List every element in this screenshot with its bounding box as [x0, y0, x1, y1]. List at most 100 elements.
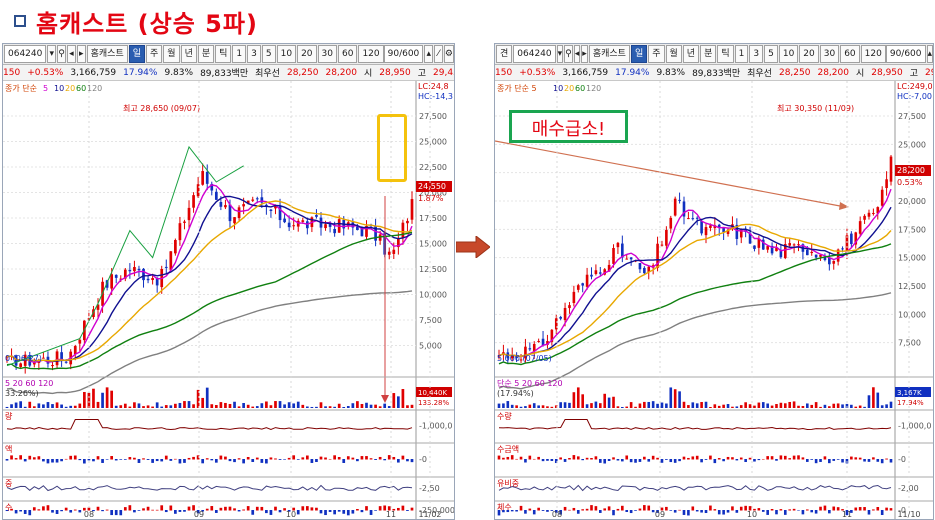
right-volume-tag-bg	[895, 387, 931, 397]
right-ma20-line	[498, 223, 892, 358]
left-flow-bar	[196, 510, 200, 514]
left-tools-icon[interactable]: ⁄	[434, 45, 443, 63]
left-flow-bar	[383, 459, 387, 461]
left-period-tab-1[interactable]: 1	[232, 45, 247, 63]
right-volume-bar	[867, 395, 871, 408]
right-flow-bar	[841, 509, 844, 511]
right-flow-bar	[647, 505, 651, 511]
left-period-tab-월[interactable]: 월	[163, 45, 180, 63]
left-candle-body	[274, 206, 277, 209]
left-period-tab-틱[interactable]: 틱	[215, 45, 232, 63]
left-ma20-line	[6, 200, 413, 362]
left-volume-bar	[324, 406, 327, 408]
right-search-icon[interactable]: ⚲	[564, 45, 573, 63]
left-volume-bar	[23, 406, 27, 408]
right-period-tab-주[interactable]: 주	[648, 45, 665, 63]
left-flow-bar	[324, 510, 327, 516]
left-y-tick-label: 12,500	[419, 265, 447, 274]
left-candle-body	[401, 222, 405, 238]
right-period-tab-월[interactable]: 월	[665, 45, 682, 63]
right-quote-value: 최우선	[747, 69, 772, 79]
left-flow-bar	[87, 507, 91, 511]
right-period-tab-일[interactable]: 일	[630, 45, 648, 63]
right-flow-bar	[704, 459, 708, 460]
right-dropdown-icon[interactable]: ▾	[556, 45, 564, 63]
right-count-field[interactable]: 90/600	[885, 45, 926, 63]
right-period-tab-5[interactable]: 5	[764, 45, 778, 63]
left-period-tab-120[interactable]: 120	[358, 45, 384, 63]
right-flow-bar	[585, 457, 589, 460]
right-volume-bar	[700, 401, 703, 408]
left-period-tab-주[interactable]: 주	[146, 45, 163, 63]
right-flow-bar	[559, 457, 562, 460]
right-period-tab-10[interactable]: 10	[778, 45, 799, 63]
left-scroll-icon[interactable]: ▴	[424, 45, 434, 63]
right-period-tab-분[interactable]: 분	[700, 45, 717, 63]
right-turnover-line	[498, 419, 892, 431]
left-period-tab-일[interactable]: 일	[128, 45, 146, 63]
right-period-tab-틱[interactable]: 틱	[717, 45, 734, 63]
right-subpanel-tick: -1,000,0	[898, 422, 931, 431]
left-flow-bar	[32, 457, 36, 460]
right-candle-body	[810, 251, 814, 254]
right-volume-bar	[546, 406, 549, 408]
left-search-icon[interactable]: ⚲	[57, 45, 66, 63]
right-stock-name[interactable]: 홈캐스트	[588, 45, 630, 63]
left-period-tab-60[interactable]: 60	[337, 45, 358, 63]
right-period-tab-120[interactable]: 120	[860, 45, 886, 63]
left-volume-bar	[151, 406, 154, 408]
left-gear-icon[interactable]: ⚙	[443, 45, 454, 63]
left-candle-body	[60, 352, 63, 360]
left-period-tab-20[interactable]: 20	[297, 45, 317, 63]
right-candle-body	[678, 199, 681, 201]
left-period-tab-년[interactable]: 년	[180, 45, 197, 63]
left-count-field[interactable]: 90/600	[383, 45, 424, 63]
right-candle-body	[775, 247, 778, 252]
left-period-tab-5[interactable]: 5	[261, 45, 276, 63]
left-period-tab-30[interactable]: 30	[317, 45, 337, 63]
right-period-tab-년[interactable]: 년	[682, 45, 700, 63]
left-candle-body	[196, 184, 200, 197]
left-period-tab-10[interactable]: 10	[276, 45, 297, 63]
right-stock-code-input[interactable]: 064240	[513, 45, 556, 63]
right-flow-bar	[819, 459, 822, 462]
left-stock-code-input[interactable]: 064240	[4, 45, 47, 63]
right-period-tab-1[interactable]: 1	[734, 45, 749, 63]
right-stock-chart[interactable]: 27,50025,00022,50020,00017,50015,00012,5…	[495, 81, 933, 519]
left-volume-bar	[374, 404, 377, 408]
left-stock-chart[interactable]: 27,500 25,000 22,500 20,000 17,500 15,000 12,5…	[3, 81, 454, 519]
left-volume-bar	[251, 406, 255, 408]
right-candle-body	[541, 338, 545, 346]
left-candle-body	[292, 225, 296, 227]
left-stock-name[interactable]: 홈캐스트	[86, 45, 128, 63]
left-volume-bar	[169, 405, 173, 408]
left-flow-bar	[401, 505, 405, 511]
left-period-tab-3[interactable]: 3	[247, 45, 261, 63]
left-flow-bar	[128, 505, 132, 511]
right-prev-icon[interactable]: ◂	[573, 45, 581, 63]
right-period-tab-3[interactable]: 3	[749, 45, 764, 63]
left-flow-bar	[142, 508, 145, 511]
left-flow-bar	[164, 510, 168, 513]
right-scroll-icon[interactable]: ▴	[926, 45, 933, 63]
left-prev-icon[interactable]: ◂	[66, 45, 76, 63]
left-y-tick-label: 7,500	[419, 316, 442, 325]
right-candle-body	[647, 266, 651, 273]
right-flow-bar	[695, 455, 699, 460]
left-candle-body	[360, 228, 364, 237]
left-candle-body	[378, 234, 382, 241]
left-next-icon[interactable]: ▸	[76, 45, 86, 63]
left-period-tab-분[interactable]: 분	[197, 45, 215, 63]
left-dropdown-icon[interactable]: ▾	[47, 45, 57, 63]
left-flow-bar	[301, 506, 305, 511]
left-flow-bar	[19, 455, 23, 460]
left-candle-body	[251, 199, 255, 201]
right-period-tab-60[interactable]: 60	[840, 45, 860, 63]
left-candle-body	[73, 346, 77, 355]
right-period-tab-30[interactable]: 30	[819, 45, 840, 63]
right-next-icon[interactable]: ▸	[581, 45, 588, 63]
left-flow-bar	[28, 455, 32, 460]
right-period-tab-20[interactable]: 20	[799, 45, 819, 63]
left-flow-bar	[365, 456, 368, 460]
right-volume-bar	[651, 401, 655, 408]
